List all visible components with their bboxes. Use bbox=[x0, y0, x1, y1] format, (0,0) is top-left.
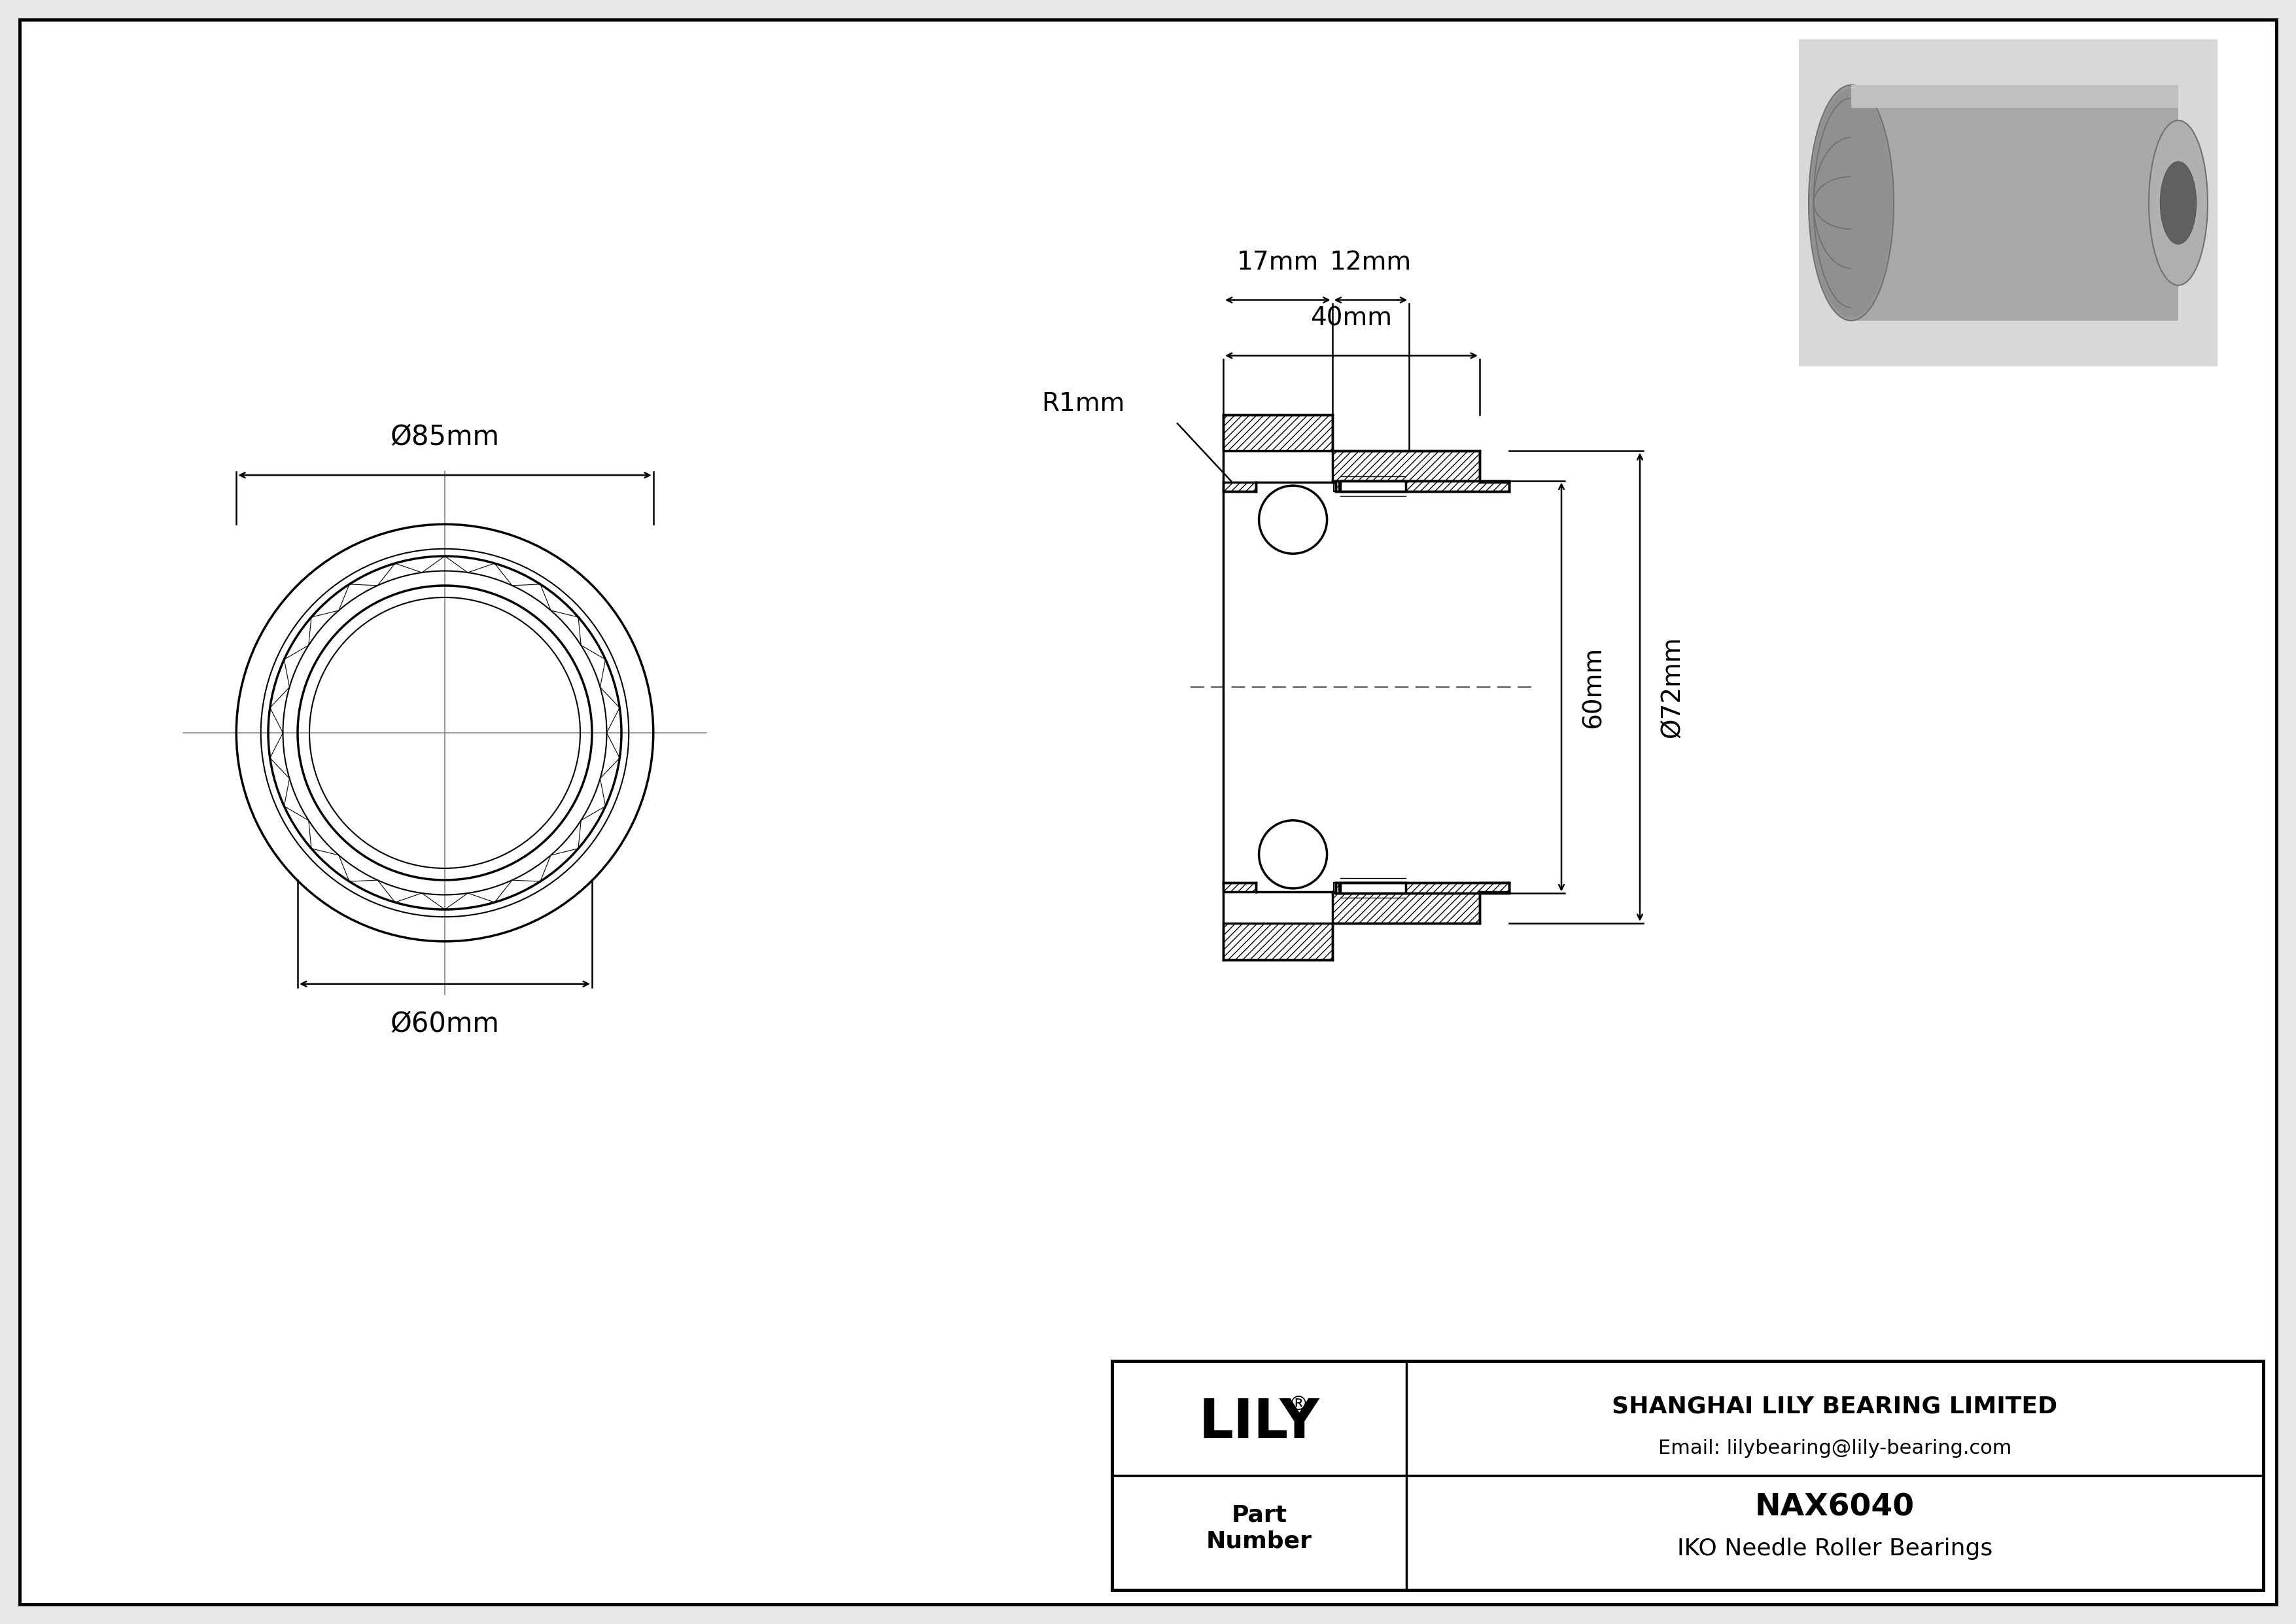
Bar bbox=[1341, 481, 1405, 492]
Ellipse shape bbox=[1809, 84, 1894, 320]
Polygon shape bbox=[1332, 451, 1479, 482]
Text: R1mm: R1mm bbox=[1042, 391, 1125, 416]
Text: SHANGHAI LILY BEARING LIMITED: SHANGHAI LILY BEARING LIMITED bbox=[1612, 1395, 2057, 1418]
Polygon shape bbox=[1224, 922, 1332, 960]
Text: Email: lilybearing@lily-bearing.com: Email: lilybearing@lily-bearing.com bbox=[1658, 1439, 2011, 1457]
Bar bbox=[1341, 883, 1405, 893]
Text: LILY: LILY bbox=[1199, 1397, 1320, 1449]
Text: Ø72mm: Ø72mm bbox=[1660, 637, 1685, 737]
Ellipse shape bbox=[1809, 88, 1892, 317]
Text: Ø85mm: Ø85mm bbox=[390, 422, 501, 450]
Circle shape bbox=[1258, 486, 1327, 554]
Text: NAX6040: NAX6040 bbox=[1754, 1492, 1915, 1522]
Ellipse shape bbox=[2161, 162, 2197, 244]
Circle shape bbox=[1258, 820, 1327, 888]
Text: 17mm: 17mm bbox=[1238, 250, 1318, 274]
Polygon shape bbox=[1336, 481, 1508, 492]
Text: ®: ® bbox=[1288, 1395, 1309, 1415]
Text: 40mm: 40mm bbox=[1311, 305, 1391, 331]
Text: 12mm: 12mm bbox=[1329, 250, 1412, 274]
Polygon shape bbox=[1336, 883, 1508, 893]
Bar bbox=[1111, 1361, 2264, 1590]
Text: Ø60mm: Ø60mm bbox=[390, 1010, 501, 1038]
Polygon shape bbox=[1479, 883, 1508, 892]
Bar bbox=[1851, 84, 2179, 320]
Polygon shape bbox=[1224, 482, 1256, 492]
Bar bbox=[1851, 84, 2179, 107]
Bar bbox=[1798, 39, 2218, 367]
Polygon shape bbox=[1224, 414, 1332, 451]
Polygon shape bbox=[1332, 892, 1479, 922]
Text: Part
Number: Part Number bbox=[1205, 1504, 1313, 1553]
Text: 60mm: 60mm bbox=[1582, 646, 1605, 728]
Text: IKO Needle Roller Bearings: IKO Needle Roller Bearings bbox=[1676, 1538, 1993, 1561]
Polygon shape bbox=[1224, 883, 1256, 892]
Ellipse shape bbox=[2149, 120, 2209, 286]
Polygon shape bbox=[1479, 482, 1508, 492]
